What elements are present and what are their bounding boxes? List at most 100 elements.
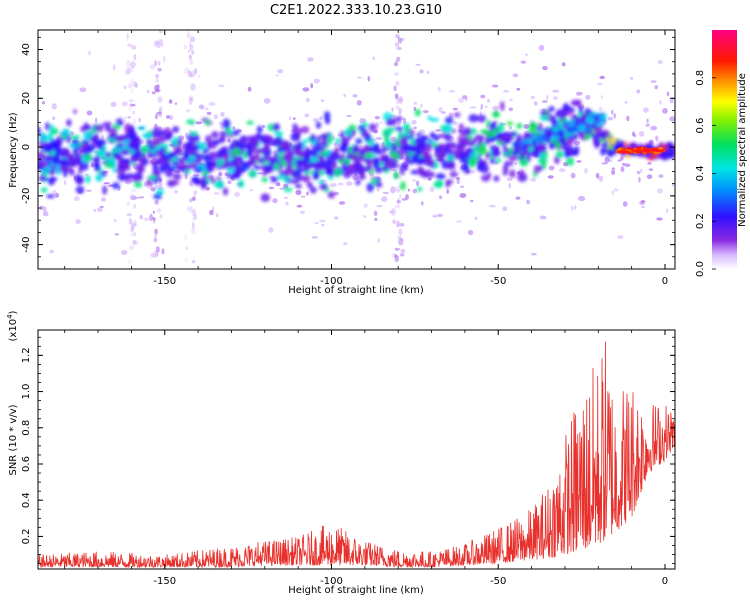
spectrogram-speckle (607, 116, 614, 121)
spectrogram-speckle (669, 116, 675, 122)
spectrogram-blob (273, 152, 279, 160)
spectrogram-blob (262, 170, 267, 177)
spectrogram-speckle (132, 223, 137, 227)
spectrogram-blob (395, 126, 404, 132)
y-tick-label: 0.6 (21, 456, 32, 472)
spectrogram-speckle (492, 105, 499, 111)
spectrogram-blob (477, 146, 488, 156)
spectrogram-blob (116, 160, 127, 171)
spectrogram-speckle (413, 126, 417, 130)
spectrogram-speckle (534, 101, 538, 106)
spectrogram-blob (387, 144, 393, 150)
spectrogram-blob (355, 179, 361, 186)
spectrogram-speckle (393, 85, 397, 92)
spectrogram-blob (97, 124, 104, 133)
spectrogram-speckle (662, 108, 668, 114)
spectrogram-blob (587, 130, 593, 135)
spectrogram-blob (444, 132, 452, 142)
x-tick-label: 0 (662, 576, 668, 587)
spectrogram-blob (321, 150, 328, 158)
spectrogram-blob (303, 162, 310, 172)
spectrogram-speckle (209, 209, 214, 216)
spectrogram-blob (340, 153, 345, 161)
x-tick-label: -150 (153, 576, 176, 587)
spectrogram-blob (319, 182, 328, 191)
spectrogram-blob (368, 123, 378, 132)
spectrogram-speckle (648, 168, 654, 171)
spectrogram-blob (565, 136, 575, 146)
spectrogram-blob (232, 170, 241, 180)
spectrogram-blob (366, 161, 373, 170)
spectrogram-speckle (552, 89, 560, 93)
spectrogram-speckle (413, 101, 418, 105)
spectrogram-blob (421, 149, 430, 157)
spectrogram-speckle (658, 174, 664, 178)
spectrogram-speckle (51, 103, 57, 110)
spectrogram-speckle (650, 125, 658, 131)
spectrogram-speckle (446, 189, 450, 194)
spectrogram-blob (417, 186, 423, 192)
spectrogram-speckle (604, 156, 610, 163)
spectrogram-speckle (373, 210, 378, 216)
spectrogram-speckle (133, 219, 137, 227)
colorbar-tick-label: 0.0 (695, 261, 706, 277)
spectrogram-blob (441, 152, 447, 158)
spectrogram-speckle (530, 252, 537, 256)
spectrogram-blob (309, 186, 317, 194)
spectrogram-speckle (561, 62, 566, 67)
spectrogram-blob (427, 158, 435, 168)
spectrogram-speckle (396, 200, 402, 204)
spectrogram-speckle (138, 117, 142, 123)
spectrogram-blob (433, 181, 444, 189)
spectrogram-blob (527, 143, 533, 148)
spectrogram-speckle (191, 227, 196, 235)
spectrogram-blob (395, 116, 401, 122)
spectrogram-speckle (666, 91, 670, 97)
spectrogram-speckle (247, 86, 252, 92)
spectrogram-speckle (459, 185, 465, 188)
spectrogram-speckle (126, 67, 131, 75)
spectrogram-blob (42, 135, 49, 142)
spectrogram-speckle (394, 42, 400, 47)
spectrogram-speckle (334, 216, 339, 220)
spectrogram-blob (107, 137, 116, 142)
spectrogram-speckle (452, 107, 458, 111)
spectrogram-blob (373, 149, 384, 155)
spectrogram-x-label: Height of straight line (km) (288, 285, 424, 296)
spectrogram-blob (120, 149, 130, 156)
spectrogram-blob (591, 132, 601, 141)
spectrogram-blob (415, 141, 422, 148)
spectrogram-speckle (306, 191, 309, 196)
spectrogram-speckle (275, 74, 279, 77)
spectrogram-speckle (302, 87, 310, 92)
spectrogram-speckle (189, 58, 193, 65)
snr-x-label: Height of straight line (km) (288, 585, 424, 596)
spectrogram-speckle (188, 97, 193, 106)
spectrogram-blob (418, 157, 425, 165)
spectrogram-speckle (129, 101, 133, 108)
spectrogram-speckle (300, 210, 305, 214)
spectrogram-speckle (191, 260, 196, 264)
spectrogram-blob (112, 147, 122, 153)
spectrogram-blob (349, 164, 355, 172)
spectrogram-speckle (129, 245, 134, 251)
spectrogram-speckle (374, 115, 380, 120)
spectrogram-blob (342, 142, 347, 148)
spectrogram-speckle (110, 101, 117, 107)
spectrogram-speckle (192, 208, 196, 217)
figure-title: C2E1.2022.333.10.23.G10 (270, 3, 442, 18)
spectrogram-blob (284, 152, 291, 160)
spectrogram-speckle (419, 69, 424, 74)
spectrogram-blob (246, 120, 254, 125)
spectrogram-speckle (155, 246, 160, 253)
spectrogram-blob (183, 150, 190, 160)
spectrogram-speckle (575, 91, 583, 96)
spectrogram-blob (104, 162, 114, 169)
spectrogram-blob (45, 122, 50, 131)
spectrogram-blob (479, 135, 485, 140)
spectrogram-blob (374, 156, 379, 164)
spectrogram-speckle (395, 33, 400, 39)
spectrogram-speckle (75, 219, 81, 224)
spectrogram-blob (399, 163, 409, 171)
spectrogram-speckle (52, 116, 56, 121)
